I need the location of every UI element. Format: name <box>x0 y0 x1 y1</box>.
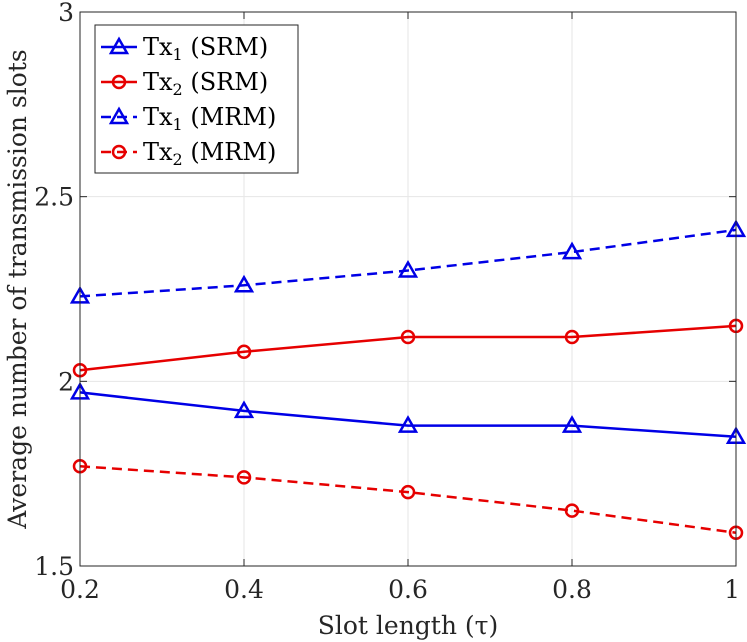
series-line <box>79 391 737 438</box>
y-tick-label: 2.5 <box>34 183 74 212</box>
series-line <box>79 465 737 534</box>
circle-marker <box>400 329 416 345</box>
x-axis-label: Slot length (τ) <box>318 611 499 640</box>
x-tick-label: 1 <box>724 575 740 604</box>
legend-entry: Tx2 (MRM) <box>101 138 276 169</box>
triangle-marker <box>233 400 255 419</box>
x-tick-label: 0.6 <box>388 575 428 604</box>
triangle-marker <box>561 241 583 260</box>
x-tick-label: 0.8 <box>552 575 592 604</box>
legend-label-rest: (SRM) <box>183 68 268 96</box>
legend-label: Tx2 (MRM) <box>143 138 276 169</box>
triangle-marker <box>561 415 583 433</box>
legend-box <box>94 24 299 174</box>
y-tick-label: 3 <box>58 0 74 27</box>
circle-marker <box>564 329 580 345</box>
circle-marker <box>400 484 416 500</box>
series-4 <box>72 459 744 541</box>
legend-label-subscript: 2 <box>173 150 183 169</box>
legend-label: Tx1 (SRM) <box>143 33 268 64</box>
legend-label: Tx2 (SRM) <box>143 68 268 99</box>
legend-label: Tx1 (MRM) <box>143 103 276 134</box>
series-line <box>79 324 737 372</box>
triangle-marker <box>108 106 130 125</box>
y-tick-label: 1.5 <box>34 552 74 581</box>
circle-marker <box>236 470 252 485</box>
triangle-marker <box>233 274 255 293</box>
circle-marker <box>111 74 127 90</box>
legend: Tx1 (SRM)Tx2 (SRM)Tx1 (MRM)Tx2 (MRM) <box>94 24 299 174</box>
y-tick-label: 2 <box>58 367 74 396</box>
triangle-marker <box>397 415 419 433</box>
legend-label-rest: (MRM) <box>183 103 277 131</box>
series-line <box>79 228 737 298</box>
legend-label-rest: (SRM) <box>183 33 268 61</box>
circle-marker <box>111 144 127 160</box>
axes-ticks: 0.2 0.4 0.6 0.8 1 1.5 2 2.5 3 <box>34 0 740 604</box>
circle-marker <box>236 344 252 360</box>
legend-label-rest: (MRM) <box>183 138 277 166</box>
legend-label-main: Tx <box>143 138 173 166</box>
circle-marker <box>564 503 580 518</box>
legend-label-subscript: 1 <box>173 115 183 134</box>
legend-entry: Tx2 (SRM) <box>101 68 268 99</box>
x-tick-label: 0.2 <box>60 575 100 604</box>
x-tick-label: 0.4 <box>224 575 264 604</box>
y-axis-label: Average number of transmission slots <box>3 49 32 529</box>
legend-label-subscript: 2 <box>173 80 183 99</box>
triangle-marker <box>397 260 419 278</box>
legend-entry: Tx1 (MRM) <box>101 103 276 134</box>
legend-label-main: Tx <box>143 103 173 131</box>
triangle-marker <box>108 36 130 55</box>
legend-entry: Tx1 (SRM) <box>101 33 268 64</box>
legend-label-main: Tx <box>143 68 173 96</box>
legend-label-subscript: 1 <box>173 45 183 64</box>
legend-label-main: Tx <box>143 33 173 61</box>
series-group <box>69 219 747 541</box>
